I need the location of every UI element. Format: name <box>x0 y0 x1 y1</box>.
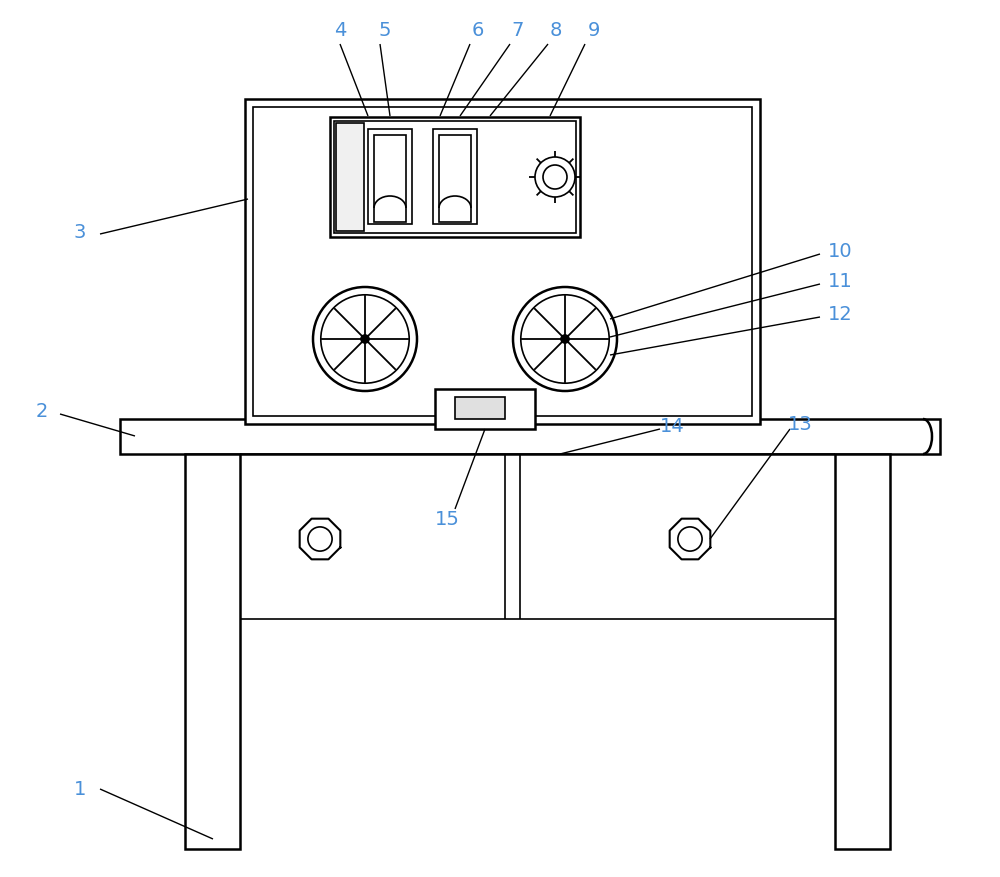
Bar <box>435 389 535 430</box>
Text: 5: 5 <box>379 20 391 39</box>
Text: 14: 14 <box>660 417 684 436</box>
Bar <box>455 397 505 419</box>
Text: 15: 15 <box>435 510 459 529</box>
Bar <box>334 122 576 234</box>
Text: 1: 1 <box>74 780 86 799</box>
Text: 9: 9 <box>588 20 600 39</box>
Text: 10: 10 <box>828 242 852 261</box>
Text: 8: 8 <box>550 20 562 39</box>
Bar <box>245 100 760 424</box>
Bar <box>253 108 752 417</box>
Text: 7: 7 <box>512 20 524 39</box>
Circle shape <box>361 336 369 344</box>
Text: 3: 3 <box>74 224 86 242</box>
Text: 6: 6 <box>472 20 484 39</box>
Text: 11: 11 <box>828 272 852 291</box>
Bar <box>439 136 471 223</box>
Bar <box>433 130 477 225</box>
Bar <box>368 130 412 225</box>
Text: 12: 12 <box>828 305 852 324</box>
Bar <box>835 454 890 849</box>
Text: 4: 4 <box>334 20 346 39</box>
Text: 2: 2 <box>36 402 48 421</box>
Bar <box>185 454 240 849</box>
Text: 13: 13 <box>788 415 812 434</box>
Bar <box>330 118 580 238</box>
Bar <box>120 419 940 454</box>
Bar <box>374 136 406 223</box>
Bar <box>336 124 364 232</box>
Circle shape <box>561 336 569 344</box>
